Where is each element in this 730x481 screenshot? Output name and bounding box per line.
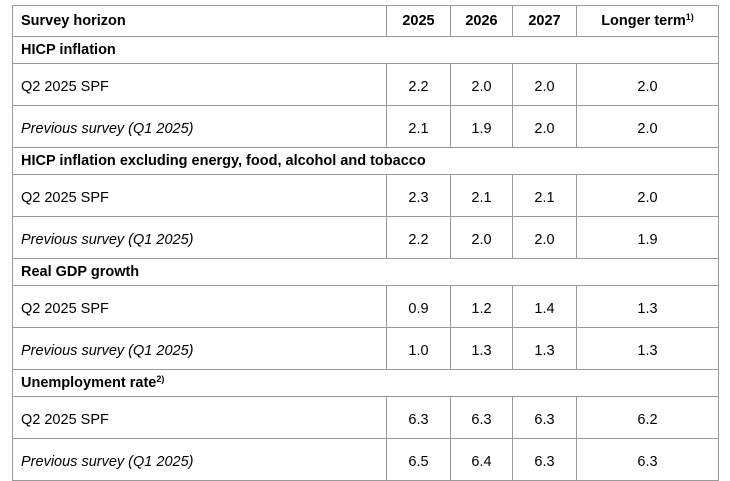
value-cell: 2.1: [386, 105, 451, 148]
value-cell: 2.0: [512, 216, 577, 259]
value-cell: 2.0: [576, 174, 719, 217]
value-cell: 1.3: [576, 327, 719, 370]
value-cell: 6.2: [576, 396, 719, 439]
header-row: Survey horizon 2025 2026 2027 Longer ter…: [12, 5, 719, 37]
col-header-2027: 2027: [512, 5, 577, 37]
table-row: Q2 2025 SPF 0.9 1.2 1.4 1.3: [12, 285, 719, 328]
footnote-marker: 2): [156, 374, 165, 384]
section-row: Real GDP growth: [12, 258, 719, 286]
row-label: Q2 2025 SPF: [12, 174, 387, 217]
section-title-text: Unemployment rate: [21, 375, 157, 391]
value-cell: 2.0: [576, 105, 719, 148]
survey-horizon-header: Survey horizon: [12, 5, 387, 37]
value-cell: 1.2: [450, 285, 513, 328]
value-cell: 2.2: [386, 216, 451, 259]
value-cell: 2.3: [386, 174, 451, 217]
row-label: Previous survey (Q1 2025): [12, 438, 387, 481]
table-row: Previous survey (Q1 2025) 2.2 2.0 2.0 1.9: [12, 216, 719, 259]
value-cell: 2.1: [450, 174, 513, 217]
row-label: Q2 2025 SPF: [12, 63, 387, 106]
footnote-marker: 1): [685, 12, 694, 22]
section-title-text: Real GDP growth: [21, 264, 140, 280]
row-label: Q2 2025 SPF: [12, 396, 387, 439]
value-cell: 2.0: [576, 63, 719, 106]
table-row: Q2 2025 SPF 2.3 2.1 2.1 2.0: [12, 174, 719, 217]
value-cell: 1.3: [512, 327, 577, 370]
section-title-text: HICP inflation excluding energy, food, a…: [21, 153, 426, 169]
value-cell: 1.4: [512, 285, 577, 328]
value-cell: 2.0: [450, 216, 513, 259]
value-cell: 0.9: [386, 285, 451, 328]
table-row: Previous survey (Q1 2025) 6.5 6.4 6.3 6.3: [12, 438, 719, 481]
value-cell: 2.2: [386, 63, 451, 106]
value-cell: 1.9: [576, 216, 719, 259]
value-cell: 6.5: [386, 438, 451, 481]
row-label: Previous survey (Q1 2025): [12, 105, 387, 148]
row-label: Previous survey (Q1 2025): [12, 216, 387, 259]
longer-term-label: Longer term: [601, 13, 686, 29]
value-cell: 2.0: [512, 105, 577, 148]
value-cell: 6.3: [512, 438, 577, 481]
row-label: Q2 2025 SPF: [12, 285, 387, 328]
col-header-longer-term: Longer term1): [576, 5, 719, 37]
section-row: Unemployment rate2): [12, 369, 719, 397]
section-title: Real GDP growth: [12, 258, 719, 286]
value-cell: 6.3: [576, 438, 719, 481]
row-label: Previous survey (Q1 2025): [12, 327, 387, 370]
value-cell: 1.3: [576, 285, 719, 328]
value-cell: 6.4: [450, 438, 513, 481]
section-title: HICP inflation: [12, 36, 719, 64]
value-cell: 2.1: [512, 174, 577, 217]
value-cell: 6.3: [512, 396, 577, 439]
table-row: Previous survey (Q1 2025) 2.1 1.9 2.0 2.0: [12, 105, 719, 148]
value-cell: 2.0: [512, 63, 577, 106]
value-cell: 2.0: [450, 63, 513, 106]
col-header-2025: 2025: [386, 5, 451, 37]
value-cell: 1.0: [386, 327, 451, 370]
section-row: HICP inflation: [12, 36, 719, 64]
table-row: Q2 2025 SPF 2.2 2.0 2.0 2.0: [12, 63, 719, 106]
table-row: Q2 2025 SPF 6.3 6.3 6.3 6.2: [12, 396, 719, 439]
col-header-2026: 2026: [450, 5, 513, 37]
value-cell: 1.3: [450, 327, 513, 370]
table-row: Previous survey (Q1 2025) 1.0 1.3 1.3 1.3: [12, 327, 719, 370]
section-title: Unemployment rate2): [12, 369, 719, 397]
value-cell: 6.3: [450, 396, 513, 439]
section-title: HICP inflation excluding energy, food, a…: [12, 147, 719, 175]
section-row: HICP inflation excluding energy, food, a…: [12, 147, 719, 175]
section-title-text: HICP inflation: [21, 42, 116, 58]
value-cell: 6.3: [386, 396, 451, 439]
value-cell: 1.9: [450, 105, 513, 148]
